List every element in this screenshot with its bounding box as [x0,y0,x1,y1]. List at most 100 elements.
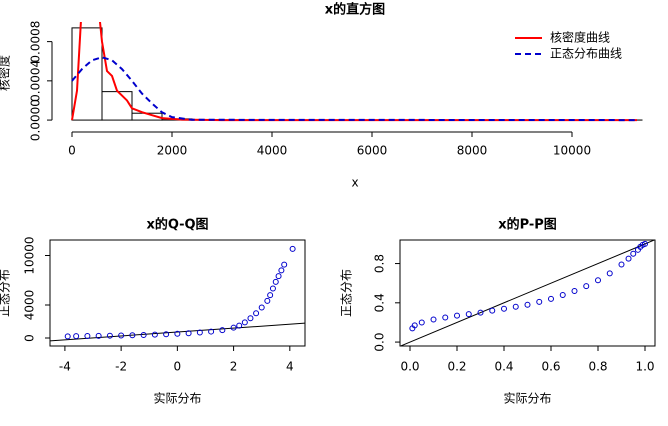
point [442,314,449,321]
density-curve [71,22,637,122]
y-tick-label: 0.0000 [29,99,43,141]
point [454,312,461,319]
point [524,301,531,308]
point [465,311,472,318]
point [275,273,282,280]
x-tick-label: 8000 [457,144,488,158]
point [272,278,279,285]
legend-label: 正态分布曲线 [550,47,622,61]
y-tick-label: 4000 [23,290,37,321]
point [219,327,226,334]
y-tick-label: 0.0004 [29,60,43,102]
y-tick-label: 0 [23,334,37,342]
point [501,305,508,312]
point [269,285,276,292]
point [84,333,91,340]
point [247,315,254,322]
point [489,307,496,314]
chart-title: x的直方图 [325,2,385,18]
x-axis-label: 实际分布 [153,391,201,406]
point [258,304,265,311]
point [594,277,601,284]
point [64,333,71,340]
point [512,303,519,310]
y-tick-label: 10000 [23,236,37,274]
point [140,331,147,338]
point [267,292,274,299]
legend-label: 核密度曲线 [550,30,610,45]
point [236,322,243,329]
point [151,331,158,338]
point [571,288,578,295]
y-axis-label: 核密度 [0,55,12,91]
x-tick-label: 0 [174,360,182,374]
point [163,331,170,338]
x-tick-label: 10000 [553,144,591,158]
x-axis-label: x [351,176,358,190]
x-tick-label: -2 [115,360,127,374]
point [129,332,136,339]
point [241,319,248,326]
x-tick-label: 0 [68,144,76,158]
reference-line [50,322,305,342]
point [174,330,181,337]
x-tick-label: 0.0 [400,360,419,374]
y-tick-label: 0.8 [373,254,387,273]
x-tick-label: 0.6 [541,360,560,374]
histogram-bar [71,27,103,121]
point [281,261,288,268]
point [95,332,102,339]
y-axis-label: 正态分布 [340,269,354,317]
point [630,250,637,257]
point [73,333,80,340]
y-axis-label: 正态分布 [0,269,12,317]
density-curve [71,56,638,122]
point [641,240,648,247]
x-tick-label: 0.2 [447,360,466,374]
plot-area [50,245,305,342]
point [547,295,554,302]
plot-area [400,240,655,346]
point [118,332,125,339]
point [106,332,113,339]
point [559,291,566,298]
point [536,298,543,305]
point [418,319,425,326]
point [625,255,632,262]
x-tick-label: -4 [59,360,71,374]
reference-line [400,240,655,346]
x-tick-label: 2000 [157,144,188,158]
point [196,329,203,336]
point [430,316,437,323]
plot-box [49,239,306,347]
point [230,324,237,331]
x-tick-label: 4 [286,360,294,374]
point [278,267,285,274]
chart-title: x的P-P图 [498,217,557,233]
plot-area [71,22,643,122]
y-tick-label: 0.0008 [29,21,43,63]
x-axis-label: 实际分布 [503,391,551,406]
y-tick-label: 0.0 [373,333,387,352]
x-tick-label: 0.8 [588,360,607,374]
x-tick-label: 1.0 [635,360,654,374]
x-tick-label: 4000 [257,144,288,158]
x-tick-label: 6000 [357,144,388,158]
y-tick-label: 0.4 [373,293,387,312]
point [583,283,590,290]
x-tick-label: 0.4 [494,360,513,374]
point [618,261,625,268]
point [185,330,192,337]
point [411,322,418,329]
point [606,270,613,277]
point [477,309,484,316]
x-tick-label: 2 [230,360,238,374]
point [289,245,296,252]
point [253,310,260,317]
point [208,328,215,335]
histogram-bar [101,91,133,121]
